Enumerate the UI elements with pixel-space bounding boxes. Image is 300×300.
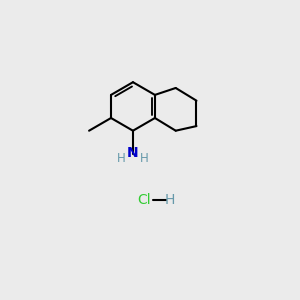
Text: H: H: [117, 152, 125, 165]
Text: Cl: Cl: [138, 193, 151, 207]
Text: N: N: [127, 146, 139, 160]
Text: H: H: [140, 152, 148, 165]
Text: H: H: [165, 193, 175, 207]
